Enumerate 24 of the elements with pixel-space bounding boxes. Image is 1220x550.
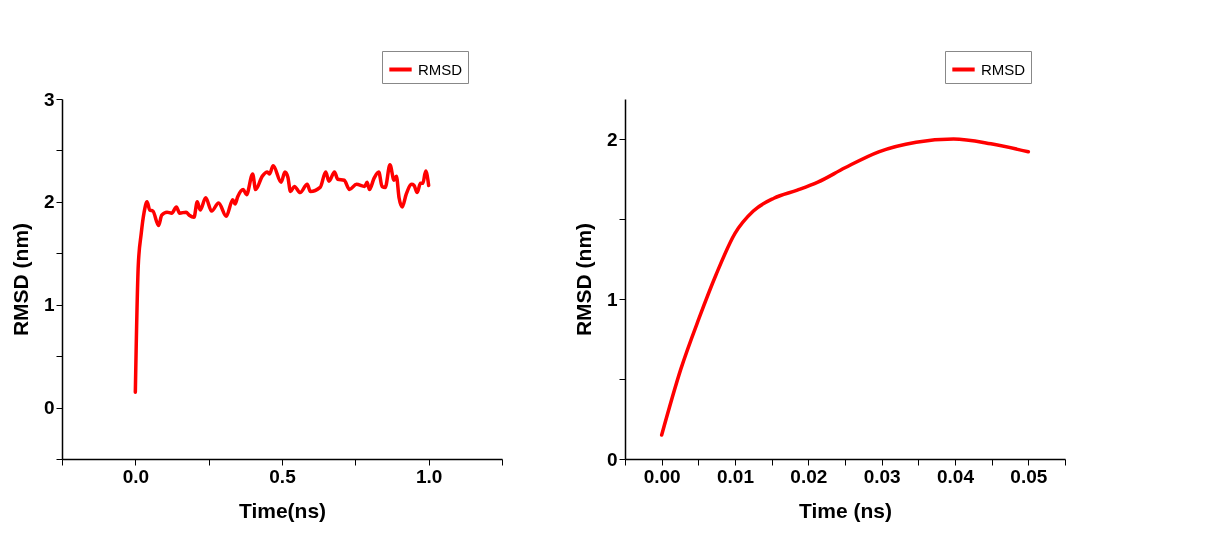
x-tick-label: 0.05 <box>1010 465 1048 487</box>
x-tick-label: 0.03 <box>863 465 901 487</box>
legend-label: RMSD <box>418 60 463 78</box>
legend-label: RMSD <box>981 60 1026 78</box>
x-tick-label: 0.5 <box>269 465 297 487</box>
y-tick-label: 2 <box>606 128 618 150</box>
x-tick-label: 0.02 <box>790 465 828 487</box>
y-tick-label: 1 <box>43 294 55 316</box>
line-series <box>659 137 1031 437</box>
x-axis-title: Time(ns) <box>238 498 327 522</box>
y-tick-label: 1 <box>606 288 618 310</box>
y-tick-label: 0 <box>606 448 618 470</box>
x-axis-title: Time (ns) <box>799 498 892 522</box>
y-tick-label: 3 <box>43 88 55 110</box>
y-axis-title: RMSD (nm) <box>571 222 595 337</box>
x-tick-label: 0.04 <box>937 465 975 487</box>
y-axis-title: RMSD (nm) <box>8 222 32 337</box>
line-series <box>133 163 431 394</box>
y-tick-label: 2 <box>43 191 55 213</box>
x-tick-label: 0.0 <box>122 465 150 487</box>
x-tick-label: 0.01 <box>717 465 755 487</box>
x-tick-label: 1.0 <box>415 465 443 487</box>
y-tick-label: 0 <box>43 397 55 419</box>
x-tick-label: 0.00 <box>643 465 681 487</box>
